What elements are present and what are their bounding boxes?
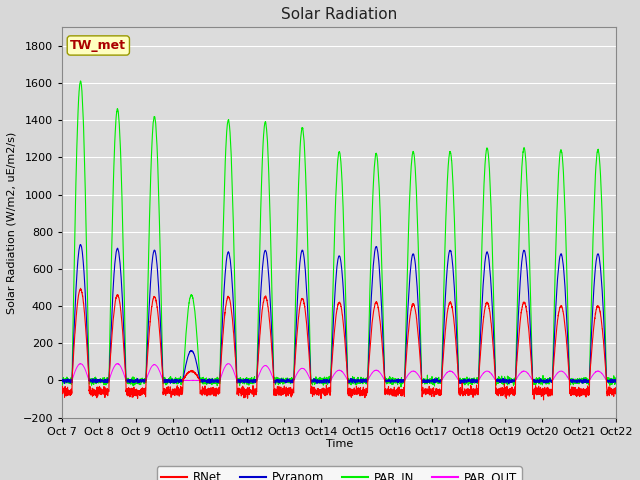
Y-axis label: Solar Radiation (W/m2, uE/m2/s): Solar Radiation (W/m2, uE/m2/s) <box>7 132 17 313</box>
Legend: RNet, Pyranom, PAR_IN, PAR_OUT: RNet, Pyranom, PAR_IN, PAR_OUT <box>157 467 522 480</box>
X-axis label: Time: Time <box>326 439 353 449</box>
Text: TW_met: TW_met <box>70 39 126 52</box>
Title: Solar Radiation: Solar Radiation <box>281 7 397 22</box>
